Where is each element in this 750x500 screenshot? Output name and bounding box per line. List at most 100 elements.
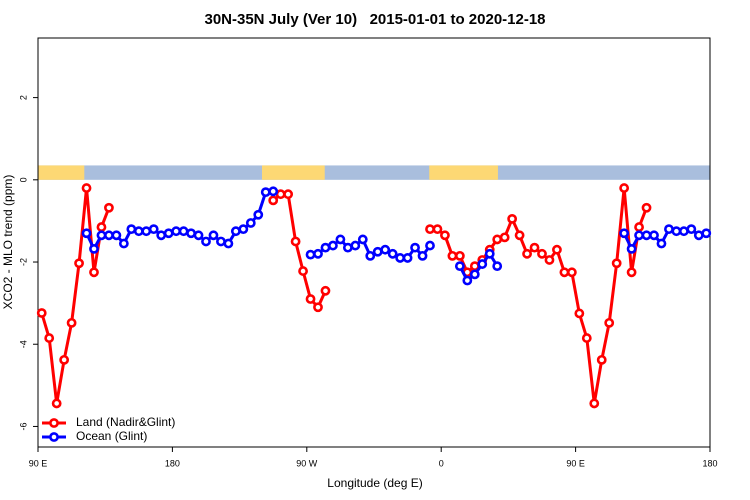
series-point — [208, 230, 219, 241]
series-point — [454, 250, 465, 261]
series-point — [507, 213, 518, 224]
series-point — [514, 230, 525, 241]
series-point — [260, 187, 271, 198]
series-point — [193, 230, 204, 241]
legend-marker — [49, 418, 59, 428]
series-point — [641, 230, 652, 241]
series-point — [66, 317, 77, 328]
series-point — [186, 228, 196, 239]
series-point — [447, 250, 458, 261]
series-point — [656, 238, 667, 249]
series-point — [320, 285, 331, 296]
series-point — [634, 222, 644, 232]
series-point — [305, 294, 316, 304]
series-point — [678, 226, 689, 237]
series-point — [566, 267, 577, 278]
series-point — [372, 246, 383, 257]
series-point — [81, 183, 92, 193]
legend-marker — [49, 432, 59, 442]
series-point — [201, 236, 211, 247]
series-point — [89, 243, 99, 254]
series-point — [484, 248, 495, 259]
series-point — [111, 230, 122, 241]
legend-label: Land (Nadir&Glint) — [76, 415, 175, 429]
series-point — [380, 244, 391, 255]
series-point — [81, 228, 92, 239]
y-tick-label: -4 — [18, 340, 28, 348]
series-point — [559, 267, 570, 278]
y-tick-label: 0 — [18, 177, 28, 182]
series-point — [328, 240, 338, 251]
plot-frame — [37, 37, 711, 448]
series-point — [163, 228, 174, 239]
series-point — [365, 250, 376, 261]
series-point — [350, 240, 361, 251]
series-point — [275, 189, 286, 200]
series-point — [305, 249, 316, 260]
x-tick-label: 90 E — [29, 458, 48, 468]
series-point — [522, 248, 532, 259]
series-point — [664, 224, 674, 235]
land-strip — [262, 165, 325, 180]
series-point — [51, 398, 62, 409]
series-point — [529, 242, 540, 253]
series-point — [178, 226, 189, 237]
ocean-strip — [38, 165, 710, 180]
series-point — [649, 230, 659, 241]
series-point — [574, 308, 585, 319]
series-point — [619, 228, 630, 239]
series-point — [335, 234, 346, 245]
y-axis-label: XCO2 - MLO trend (ppm) — [1, 175, 15, 310]
series-point — [342, 242, 353, 253]
series-point — [387, 248, 398, 259]
x-axis-label: Longitude (deg E) — [327, 476, 422, 490]
series-point — [596, 354, 607, 365]
series-point — [59, 354, 70, 365]
series-point — [36, 308, 47, 318]
series-point — [604, 317, 615, 328]
series-point — [425, 224, 435, 235]
series-point — [268, 186, 279, 197]
series-point — [589, 398, 600, 409]
series-point — [290, 236, 301, 247]
series-point — [268, 195, 279, 206]
series-point — [245, 218, 256, 228]
series-point — [118, 238, 129, 249]
series-point — [74, 258, 84, 269]
series-point — [148, 224, 159, 235]
series-point — [238, 224, 249, 235]
series-point — [634, 230, 644, 241]
series-point — [686, 224, 697, 235]
y-tick-label: 2 — [18, 95, 28, 100]
x-tick-label: 180 — [165, 458, 180, 468]
series-point — [626, 243, 637, 254]
series-point — [492, 234, 503, 245]
series-point — [320, 242, 331, 253]
series-point — [432, 224, 443, 235]
series-line — [85, 189, 707, 283]
series-point — [626, 267, 637, 278]
series-point — [133, 226, 144, 237]
legend-label: Ocean (Glint) — [76, 429, 147, 443]
series-point — [417, 250, 428, 261]
x-tick-label: 90 W — [296, 458, 318, 468]
series-point — [544, 255, 555, 265]
series-point — [619, 183, 630, 193]
series-point — [440, 230, 450, 241]
series-point — [126, 224, 137, 235]
land-strip — [429, 165, 498, 180]
series-point — [611, 258, 622, 269]
chart-title: 30N-35N July (Ver 10) 2015-01-01 to 2020… — [204, 11, 545, 28]
series-point — [141, 226, 152, 237]
series-point — [581, 333, 592, 343]
series-point — [462, 275, 473, 286]
series-point — [230, 226, 241, 237]
series-point — [357, 234, 368, 245]
series-point — [477, 259, 488, 269]
series-line — [40, 187, 648, 404]
series-point — [499, 232, 510, 243]
series-point — [104, 230, 114, 241]
series-point — [410, 242, 420, 253]
series-point — [425, 240, 435, 251]
